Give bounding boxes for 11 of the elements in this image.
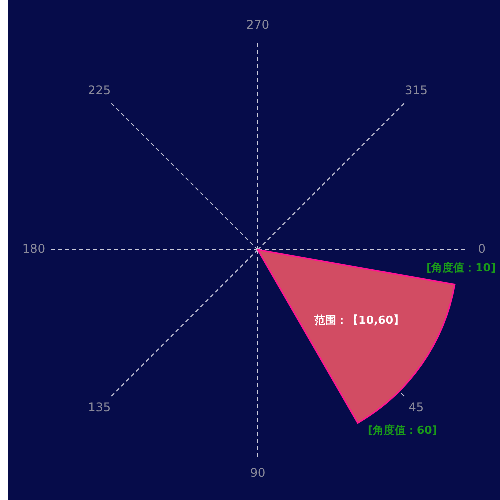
text: 315 [404,84,428,98]
text: 135 [88,400,112,415]
text: 270 [246,18,270,32]
data-label: [角度值：10] [426,262,496,275]
text: 范围：【10,60】 [314,314,404,327]
text: 45 [408,400,424,415]
text: 180 [22,242,46,256]
text: 0 [478,242,486,256]
data-label: [角度值：60] [368,424,438,438]
text: 225 [88,84,112,98]
text: 90 [250,466,266,480]
